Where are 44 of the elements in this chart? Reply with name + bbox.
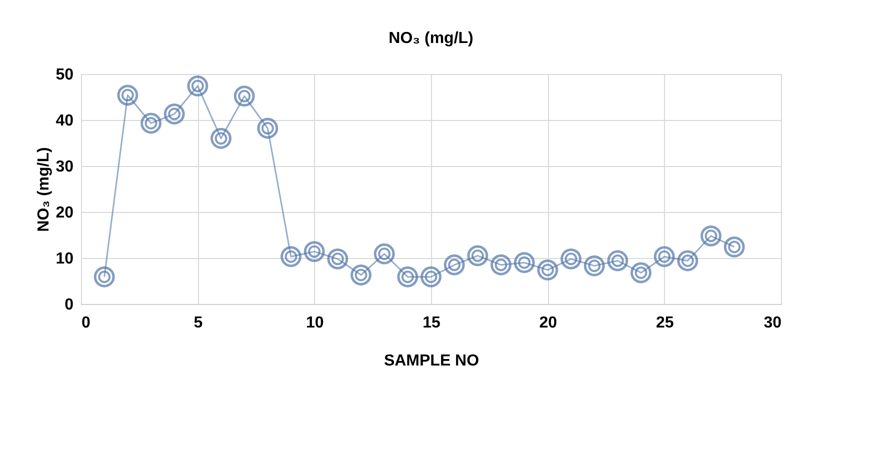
y-tick-label: 50 xyxy=(56,66,74,84)
point xyxy=(607,250,628,272)
y-tick-label: 30 xyxy=(56,158,74,176)
point xyxy=(444,254,465,276)
y-tick-label: 0 xyxy=(64,296,74,314)
point xyxy=(210,128,232,149)
point xyxy=(537,260,558,280)
point xyxy=(164,104,185,124)
x-tick-label: 5 xyxy=(194,314,203,332)
point xyxy=(397,266,418,288)
point xyxy=(374,243,395,264)
point xyxy=(700,225,722,246)
point xyxy=(117,84,138,106)
y-tick-label: 20 xyxy=(56,204,74,222)
x-axis-title: SAMPLE NO xyxy=(384,352,480,370)
point xyxy=(677,250,698,272)
point xyxy=(467,245,488,266)
point xyxy=(350,264,372,286)
point xyxy=(140,112,162,134)
point xyxy=(490,254,512,276)
point xyxy=(514,252,535,274)
point xyxy=(94,266,115,288)
x-tick-label: 0 xyxy=(82,314,90,332)
x-tick-label: 10 xyxy=(306,314,324,332)
point xyxy=(280,246,302,268)
y-tick-label: 40 xyxy=(56,112,74,130)
point xyxy=(257,118,278,139)
point xyxy=(327,248,348,270)
point xyxy=(654,246,675,268)
point xyxy=(584,255,605,276)
y-tick-label: 10 xyxy=(56,250,74,268)
point xyxy=(420,266,442,288)
x-tick-label: 30 xyxy=(764,314,782,332)
point xyxy=(560,248,582,270)
y-axis-title: NO₃ (mg/L) xyxy=(36,147,53,232)
point xyxy=(234,86,255,107)
point xyxy=(187,76,208,96)
point xyxy=(630,262,652,284)
point xyxy=(724,236,745,258)
x-tick-label: 25 xyxy=(656,314,674,332)
point xyxy=(304,241,325,262)
x-tick-label: 15 xyxy=(422,314,440,332)
chart-title: NO₃ (mg/L) xyxy=(388,30,474,47)
x-tick-label: 20 xyxy=(539,314,558,332)
